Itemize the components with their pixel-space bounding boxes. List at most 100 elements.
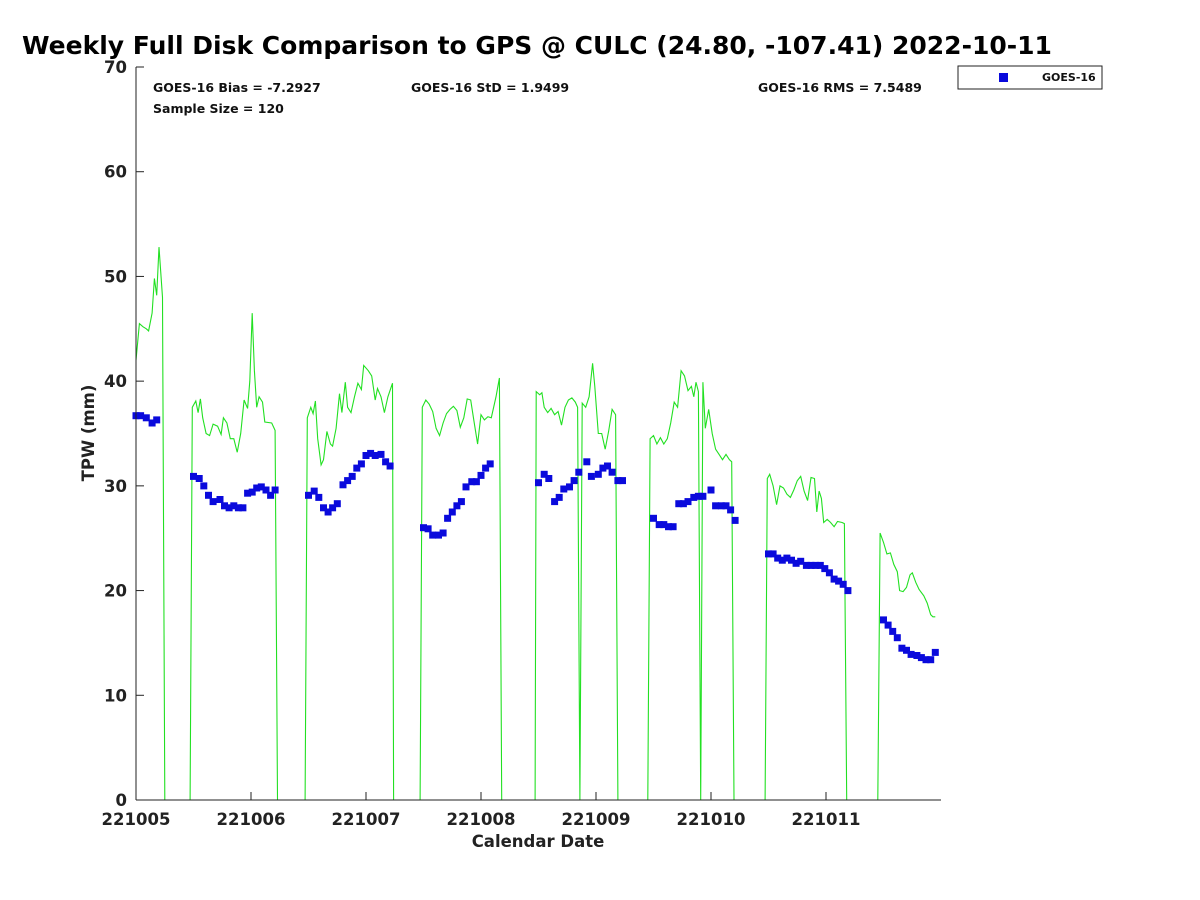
x-tick-label: 221005	[102, 810, 171, 829]
y-tick-label: 50	[104, 267, 127, 286]
goes-data-point	[329, 504, 337, 512]
goes-data-point	[884, 621, 892, 629]
goes-data-point	[821, 565, 829, 573]
x-axis-label: Calendar Date	[472, 832, 605, 851]
goes-data-point	[439, 529, 447, 537]
goes-data-point	[551, 498, 559, 506]
goes-data-point	[587, 472, 595, 480]
gps-series-layer	[135, 247, 936, 801]
goes-data-point	[619, 477, 626, 485]
x-tick-label: 221010	[677, 810, 746, 829]
y-tick-label: 40	[104, 372, 127, 391]
goes-data-point	[655, 521, 663, 529]
goes-data-point	[727, 506, 735, 514]
goes-data-point	[540, 470, 548, 478]
goes-data-point	[462, 483, 470, 491]
goes-data-point	[802, 561, 810, 569]
goes-data-point	[367, 449, 375, 457]
goes-data-point	[153, 416, 161, 424]
goes-data-point	[731, 516, 739, 524]
goes-data-point	[386, 462, 394, 470]
goes-data-point	[816, 561, 824, 569]
legend-box	[957, 65, 1103, 90]
goes-data-point	[486, 460, 494, 468]
goes-data-point	[320, 504, 327, 512]
goes-data-point	[922, 656, 930, 664]
x-tick-label: 221007	[332, 810, 401, 829]
goes-data-point	[382, 458, 390, 466]
goes-data-point	[435, 531, 442, 539]
goes-data-point	[137, 412, 145, 420]
goes-data-point	[262, 486, 270, 494]
chart-title: Weekly Full Disk Comparison to GPS @ CUL…	[22, 31, 1052, 60]
goes-data-point	[575, 468, 583, 476]
goes-data-point	[788, 556, 795, 564]
goes-data-point	[812, 561, 820, 569]
goes-data-point	[669, 523, 677, 531]
y-tick-label: 0	[116, 791, 127, 810]
y-tick-label: 60	[104, 163, 127, 182]
goes-data-point	[142, 414, 150, 422]
goes-data-point	[903, 646, 910, 654]
legend-marker-goes	[999, 73, 1008, 82]
goes-data-point	[333, 500, 341, 508]
goes-data-point	[660, 521, 668, 529]
goes-data-point	[880, 616, 887, 624]
goes-data-point	[230, 502, 238, 510]
goes-data-point	[357, 460, 365, 468]
goes-data-point	[927, 656, 935, 664]
goes-data-point	[555, 493, 563, 501]
goes-data-point	[353, 464, 361, 472]
goes-data-point	[234, 504, 242, 512]
goes-data-point	[453, 502, 461, 510]
goes-data-point	[482, 464, 490, 472]
goes-data-point	[429, 531, 437, 539]
goes-series-layer	[132, 412, 939, 664]
goes-data-point	[650, 514, 657, 522]
goes-data-point	[907, 650, 915, 658]
goes-data-point	[583, 458, 591, 466]
goes-data-point	[200, 482, 208, 490]
goes-data-point	[898, 644, 906, 652]
goes-data-point	[844, 587, 852, 595]
goes-data-point	[839, 580, 847, 588]
goes-data-point	[684, 498, 692, 506]
sample-size-stat: Sample Size = 120	[153, 101, 284, 116]
goes-data-point	[271, 486, 279, 494]
y-tick-label: 30	[104, 477, 127, 496]
goes-data-point	[468, 478, 476, 486]
bias-stat: GOES-16 Bias = -7.2927	[153, 80, 321, 95]
goes-data-point	[679, 500, 687, 508]
goes-data-point	[604, 462, 611, 470]
goes-data-point	[253, 484, 261, 492]
goes-data-point	[931, 648, 939, 656]
goes-data-point	[699, 492, 707, 500]
goes-data-point	[797, 557, 805, 565]
goes-data-point	[913, 652, 921, 659]
goes-data-point	[148, 419, 156, 427]
goes-data-point	[722, 502, 730, 510]
goes-data-point	[257, 483, 265, 491]
goes-data-point	[424, 525, 432, 533]
goes-data-point	[225, 504, 233, 512]
goes-data-point	[769, 550, 777, 558]
goes-data-point	[535, 479, 542, 487]
plot-area	[136, 67, 941, 799]
goes-data-point	[893, 634, 901, 642]
goes-data-point	[608, 468, 616, 476]
y-axis-label: TPW (mm)	[79, 385, 98, 482]
rms-stat: GOES-16 RMS = 7.5489	[758, 80, 922, 95]
goes-data-point	[362, 452, 370, 459]
goes-data-point	[807, 561, 815, 569]
goes-data-point	[248, 488, 256, 496]
goes-data-point	[221, 502, 228, 510]
legend: GOES-16	[957, 65, 1103, 90]
x-tick-label: 221008	[447, 810, 516, 829]
goes-data-point	[477, 471, 485, 479]
x-tick-label: 221011	[792, 810, 861, 829]
goes-data-point	[570, 477, 578, 485]
goes-data-point	[830, 575, 838, 583]
goes-data-point	[339, 481, 347, 489]
goes-data-point	[190, 472, 197, 480]
